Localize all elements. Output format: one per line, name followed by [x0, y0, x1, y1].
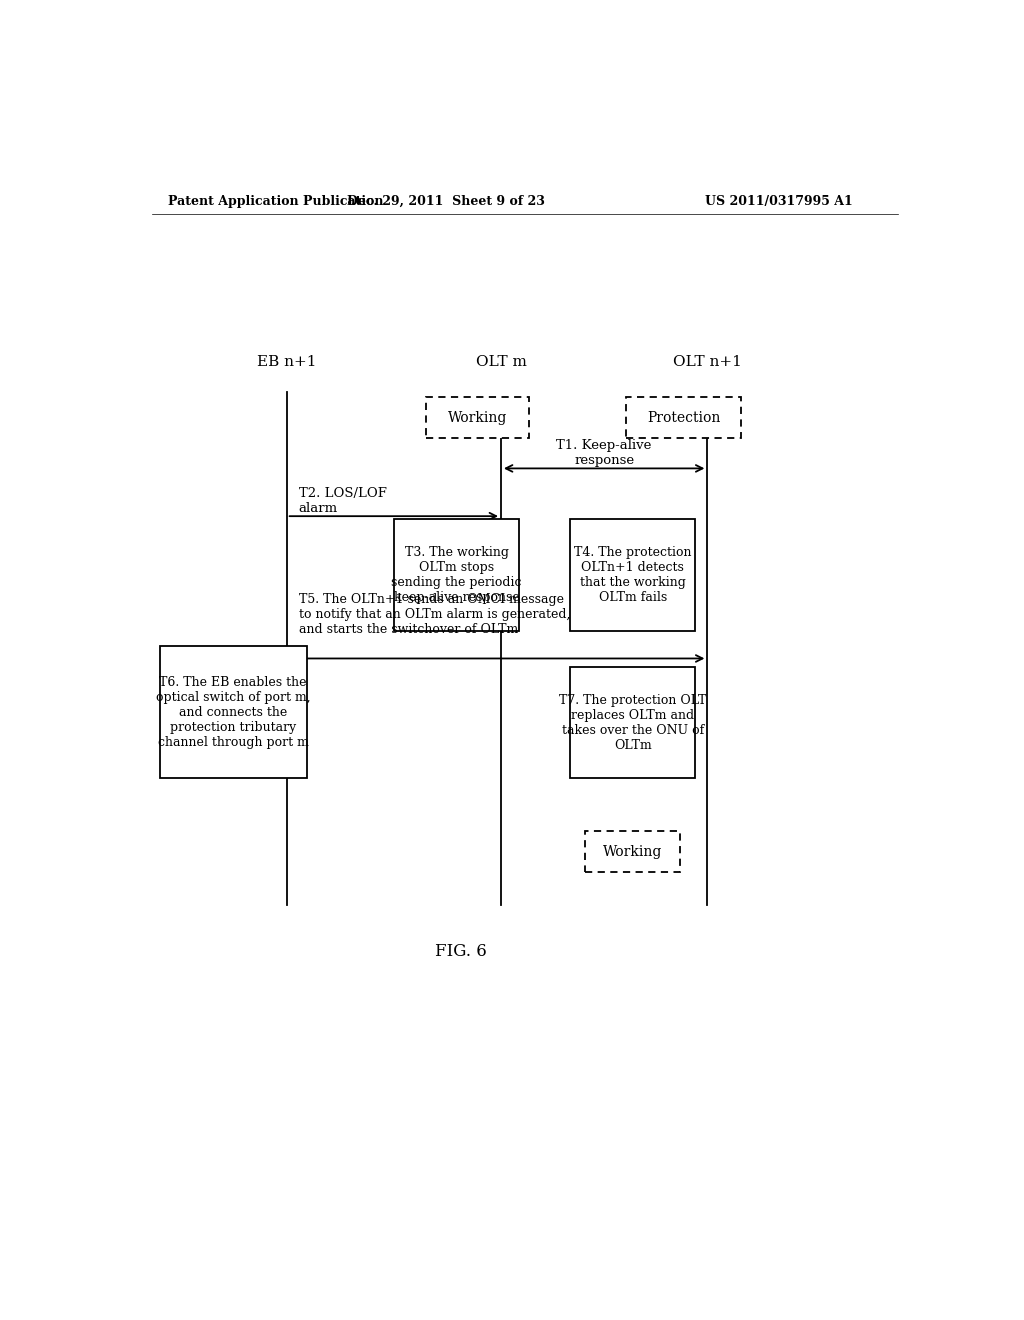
- Text: T1. Keep-alive
response: T1. Keep-alive response: [556, 440, 652, 467]
- Text: T6. The EB enables the
optical switch of port m,
and connects the
protection tri: T6. The EB enables the optical switch of…: [156, 676, 310, 748]
- Text: Dec. 29, 2011  Sheet 9 of 23: Dec. 29, 2011 Sheet 9 of 23: [346, 194, 545, 207]
- Text: EB n+1: EB n+1: [257, 355, 316, 368]
- Text: T2. LOS/LOF
alarm: T2. LOS/LOF alarm: [299, 487, 386, 515]
- Text: T7. The protection OLT
replaces OLTm and
takes over the ONU of
OLTm: T7. The protection OLT replaces OLTm and…: [559, 693, 707, 751]
- Bar: [160, 647, 306, 779]
- Text: T3. The working
OLTm stops
sending the periodic
keep-alive response: T3. The working OLTm stops sending the p…: [391, 546, 522, 605]
- Text: Working: Working: [447, 411, 507, 425]
- Text: T5. The OLTn+1 sends an OMCI message
to notify that an OLTm alarm is generated,
: T5. The OLTn+1 sends an OMCI message to …: [299, 593, 570, 636]
- Text: T4. The protection
OLTn+1 detects
that the working
OLTm fails: T4. The protection OLTn+1 detects that t…: [574, 546, 691, 605]
- Bar: [626, 397, 741, 438]
- Text: Working: Working: [603, 845, 663, 858]
- Text: Patent Application Publication: Patent Application Publication: [168, 194, 383, 207]
- Bar: [426, 397, 528, 438]
- Text: Protection: Protection: [647, 411, 720, 425]
- Bar: [570, 519, 695, 631]
- Bar: [394, 519, 519, 631]
- Text: OLT n+1: OLT n+1: [673, 355, 741, 368]
- Bar: [570, 667, 695, 779]
- Text: OLT m: OLT m: [475, 355, 526, 368]
- Bar: [585, 832, 680, 873]
- Text: US 2011/0317995 A1: US 2011/0317995 A1: [705, 194, 853, 207]
- Text: FIG. 6: FIG. 6: [435, 942, 487, 960]
